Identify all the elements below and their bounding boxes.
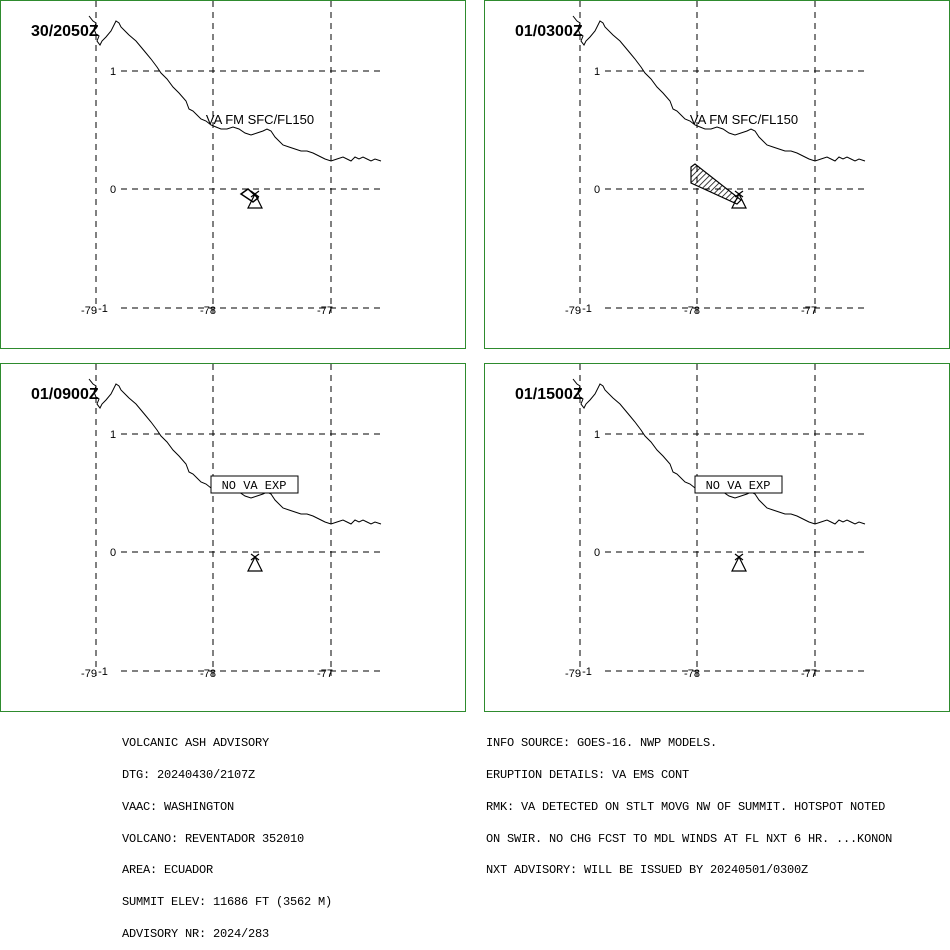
volcano-marker-icon [250, 190, 260, 198]
advisory-line: ADVISORY NR: 2024/283 [122, 926, 270, 941]
latitude-label: 1 [110, 66, 116, 78]
longitude-label: -77 [317, 305, 333, 317]
latitude-label: 0 [594, 184, 600, 196]
longitude-label: -79 [81, 668, 97, 680]
map-canvas: 1 0 -1-79 -78 -77 30/2050Z VA FM SFC/FL150 [31, 1, 385, 317]
triangle-icon [247, 192, 263, 209]
latitude-label: -1 [98, 303, 108, 315]
advisory-line: ERUPTION DETAILS: VA EMS CONT [486, 767, 690, 782]
coastline [88, 15, 382, 162]
longitude-label: -79 [565, 668, 581, 680]
longitude-label: -79 [81, 305, 97, 317]
coastline [572, 378, 866, 525]
label-box [210, 475, 299, 494]
advisory-line: VOLCANIC ASH ADVISORY [122, 736, 270, 751]
forecast-time: 01/0300Z [515, 23, 583, 40]
longitude-label: -77 [801, 305, 817, 317]
advisory-info-left: VOLCANIC ASH ADVISORY DTG: 20240430/2107… [122, 717, 332, 950]
latitude-label: -1 [582, 666, 592, 678]
ash-cloud-polygon [239, 188, 260, 203]
longitude-label: -78 [684, 305, 700, 317]
advisory-line: RMK: VA DETECTED ON STLT MOVG NW OF SUMM… [486, 799, 886, 814]
advisory-line: SUMMIT ELEV: 11686 FT (3562 M) [122, 895, 333, 910]
map-panel-4: 1 0 -1 -79 -78 -77 01/1500Z NO VA EXP [484, 363, 950, 712]
volcano-marker-icon [734, 190, 744, 198]
longitude-label: -78 [684, 668, 700, 680]
triangle-icon [731, 555, 747, 572]
triangle-icon [731, 192, 747, 209]
latitude-label: 0 [594, 547, 600, 559]
forecast-time: 01/1500Z [515, 386, 583, 403]
advisory-line: NXT ADVISORY: WILL BE ISSUED BY 20240501… [486, 863, 809, 878]
ash-label: NO VA EXP [706, 479, 771, 493]
advisory-line: VAAC: WASHINGTON [122, 799, 235, 814]
advisory-line: AREA: ECUADOR [122, 863, 214, 878]
forecast-time: 01/0900Z [31, 386, 99, 403]
ash-label: NO VA EXP [222, 479, 287, 493]
coastline [572, 15, 866, 162]
forecast-time: 30/2050Z [31, 23, 99, 40]
map-canvas: 1 0 -1-79 -78 -77 01/0900Z NO VA EXP [31, 364, 385, 680]
latitude-label: 0 [110, 184, 116, 196]
volcano-marker-icon [734, 553, 744, 561]
latitude-label: 0 [110, 547, 116, 559]
map-panel-1: 1 0 -1 -79 -78 -77 30/2050Z VA FM SFC/FL150 [0, 0, 466, 349]
latitude-label: -1 [98, 666, 108, 678]
longitude-label: -77 [801, 668, 817, 680]
ash-label: VA FM SFC/FL150 [206, 112, 314, 127]
ash-cloud-polygon [690, 163, 742, 205]
latitude-label: 1 [110, 429, 116, 441]
latitude-label: 1 [594, 429, 600, 441]
ash-label: VA FM SFC/FL150 [690, 112, 798, 127]
longitude-label: -78 [200, 668, 216, 680]
latitude-label: 1 [594, 66, 600, 78]
map-canvas: 1 0 -1-79 -78 -77 01/0300Z VA FM SFC/FL150 [515, 1, 869, 317]
advisory-line: DTG: 20240430/2107Z [122, 767, 256, 782]
longitude-label: -78 [200, 305, 216, 317]
longitude-label: -77 [317, 668, 333, 680]
volcano-marker-icon [250, 553, 260, 561]
triangle-icon [247, 555, 263, 572]
map-canvas: 1 0 -1-79 -78 -77 01/1500Z NO VA EXP [515, 364, 869, 680]
advisory-line: INFO SOURCE: GOES-16. NWP MODELS. [486, 736, 718, 751]
label-box [694, 475, 783, 494]
advisory-line: VOLCANO: REVENTADOR 352010 [122, 831, 305, 846]
map-panel-3: 1 0 -1 -79 -78 -77 01/0900Z NO VA EXP [0, 363, 466, 712]
coastline [88, 378, 382, 525]
longitude-label: -79 [565, 305, 581, 317]
advisory-info-right: INFO SOURCE: GOES-16. NWP MODELS. ERUPTI… [486, 717, 892, 887]
latitude-label: -1 [582, 303, 592, 315]
advisory-line: ON SWIR. NO CHG FCST TO MDL WINDS AT FL … [486, 831, 893, 846]
map-panel-2: 1 0 -1 -79 -78 -77 01/0300Z VA FM SFC/FL150 [484, 0, 950, 349]
